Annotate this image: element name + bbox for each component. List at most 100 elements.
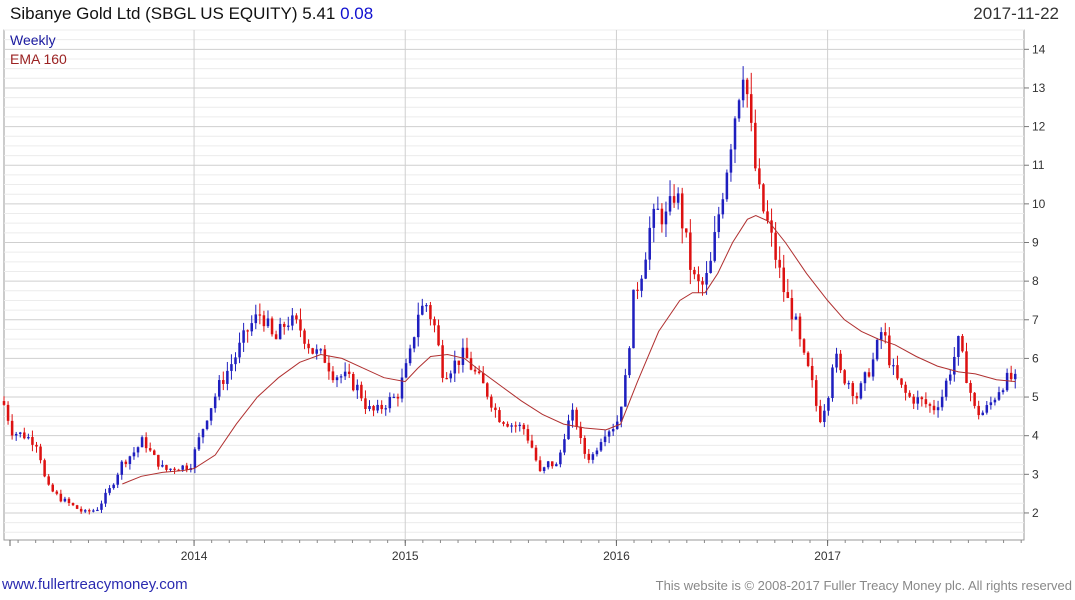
candle-down [685, 228, 688, 233]
y-tick-label: 9 [1032, 236, 1039, 250]
candle-up [408, 348, 412, 364]
candle-down [538, 460, 542, 471]
candle-down [429, 305, 432, 320]
candle-up [741, 79, 745, 101]
candle-up [595, 450, 599, 455]
candle-down [843, 370, 846, 384]
candle-up [278, 323, 282, 340]
candle-up [644, 259, 647, 279]
candle-up [63, 498, 67, 502]
candle-down [67, 498, 71, 504]
candle-up [416, 314, 420, 338]
y-tick-label: 5 [1032, 390, 1039, 404]
candle-up [83, 510, 87, 512]
candle-up [335, 377, 339, 381]
candle-up [112, 484, 115, 489]
candle-down [774, 232, 777, 260]
candle-down [457, 360, 461, 365]
candle-up [92, 510, 95, 512]
candle-up [620, 406, 623, 422]
candle-down [758, 168, 761, 185]
candle-up [546, 461, 550, 468]
candle-up [319, 349, 323, 351]
candle-up [997, 392, 1001, 400]
candle-down [534, 447, 538, 461]
candle-down [1009, 372, 1013, 380]
candle-up [234, 357, 237, 365]
candle-up [957, 336, 960, 357]
candle-down [867, 372, 871, 377]
candle-down [31, 437, 34, 445]
candle-down [814, 380, 818, 406]
candle-down [347, 371, 351, 375]
candle-down [908, 392, 911, 397]
candle-up [859, 383, 863, 399]
candle-down [802, 339, 806, 353]
candle-down [10, 420, 14, 436]
last-price: 5.41 [302, 4, 336, 23]
candle-up [709, 260, 712, 274]
candle-down [636, 289, 639, 291]
x-tick-label: 2017 [814, 549, 841, 563]
candle-up [161, 465, 164, 467]
security-name: Sibanye Gold Ltd (SBGL US EQUITY) [10, 4, 298, 23]
candle-down [6, 404, 10, 421]
chart-date: 2017-11-22 [973, 4, 1059, 23]
candle-down [177, 469, 180, 471]
candle-down [961, 336, 964, 352]
candle-up [339, 376, 343, 378]
candle-up [879, 332, 883, 340]
y-tick-label: 7 [1032, 313, 1039, 327]
candle-down [270, 318, 274, 335]
candle-down [920, 397, 924, 400]
website-link[interactable]: www.fullertreacymoney.com [2, 576, 188, 593]
candle-up [713, 232, 716, 261]
candle-up [108, 488, 111, 493]
candle-down [75, 505, 79, 509]
candle-down [2, 401, 6, 405]
copyright-notice: This website is © 2008-2017 Fuller Treac… [655, 578, 1072, 593]
candle-down [282, 323, 286, 327]
candle-down [749, 94, 753, 123]
candle-down [311, 348, 314, 354]
candle-down [327, 362, 331, 372]
candle-down [884, 332, 887, 336]
candle-up [1001, 390, 1005, 393]
candle-down [896, 365, 899, 379]
candle-down [39, 446, 42, 461]
candle-up [412, 337, 416, 349]
candle-down [973, 392, 976, 406]
plot-frame [3, 29, 1025, 541]
candle-up [847, 383, 850, 385]
candle-down [522, 424, 526, 430]
candle-down [506, 423, 509, 427]
candle-up [668, 196, 672, 212]
candle-down [550, 461, 554, 467]
candle-down [465, 347, 469, 359]
candle-up [823, 410, 826, 423]
candle-up [827, 398, 830, 411]
candle-down [701, 281, 704, 285]
grid [4, 29, 1024, 540]
candle-up [116, 474, 119, 485]
candle-up [209, 408, 213, 421]
candle-up [226, 370, 229, 384]
candle-down [331, 371, 335, 381]
candle-down [851, 383, 855, 397]
candle-up [652, 208, 656, 228]
candle-down [222, 380, 225, 384]
candle-up [725, 172, 729, 200]
candle-down [932, 405, 936, 411]
candle-up [217, 380, 221, 397]
candle-down [262, 315, 266, 327]
candle-down [928, 404, 932, 406]
candle-up [518, 424, 522, 427]
candle-up [120, 461, 124, 475]
candle-up [721, 199, 725, 215]
candle-down [124, 461, 128, 464]
candle-down [912, 396, 915, 404]
candle-up [388, 397, 392, 409]
candle-down [295, 315, 298, 320]
candle-down [502, 422, 505, 424]
y-tick-label: 8 [1032, 274, 1039, 288]
